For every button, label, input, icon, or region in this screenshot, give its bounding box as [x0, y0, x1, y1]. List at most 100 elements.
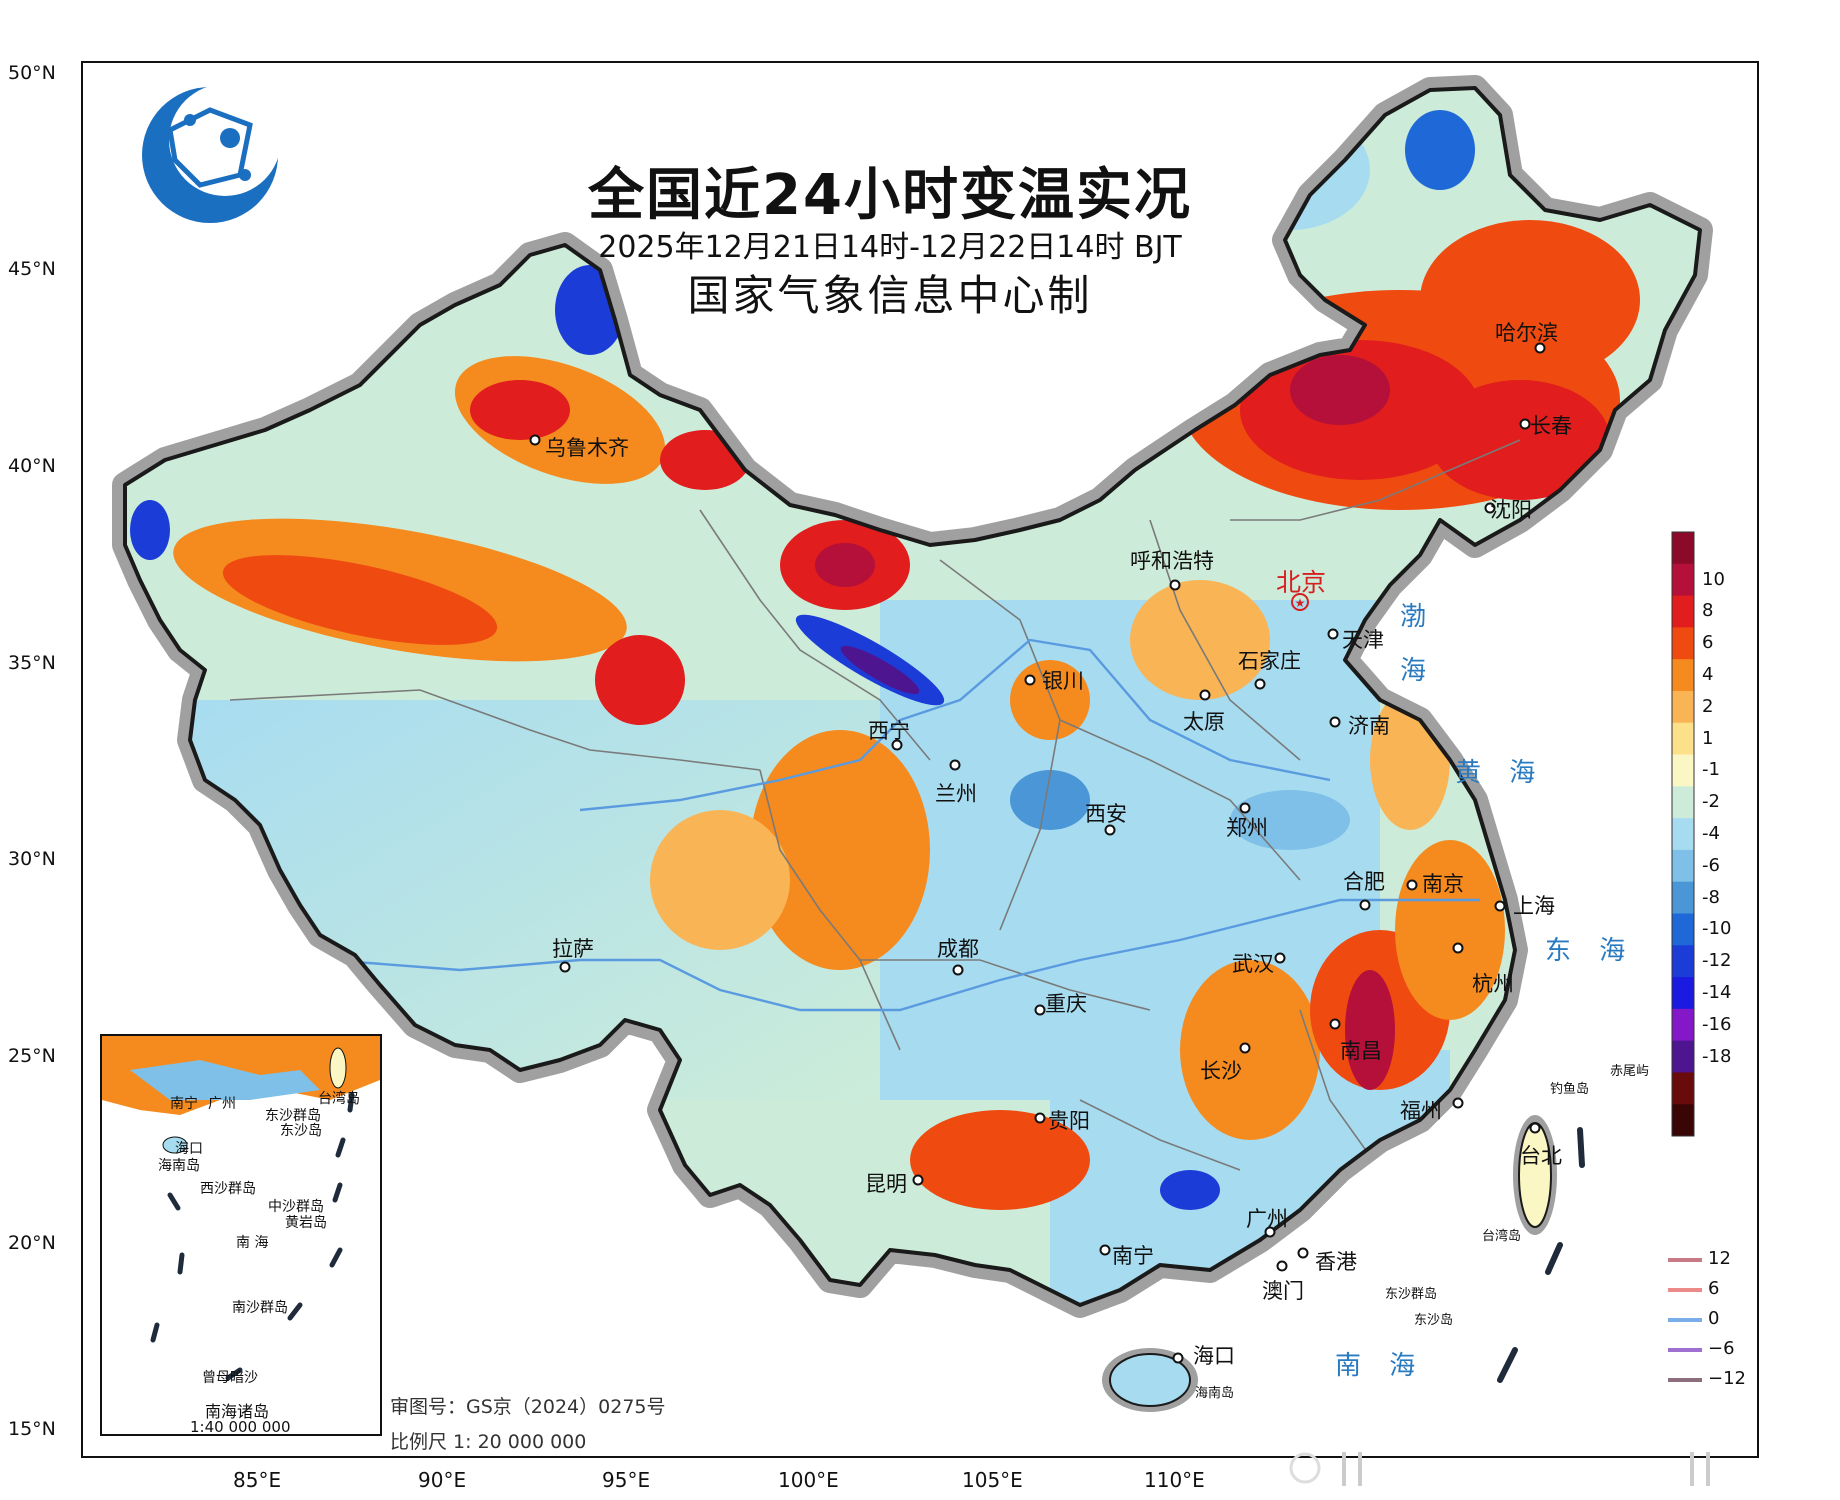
city-dot — [1327, 628, 1339, 640]
city-dot — [1406, 879, 1418, 891]
city-label-wuhan: 武汉 — [1232, 952, 1274, 976]
city-label-nanning: 南宁 — [1112, 1244, 1154, 1268]
inset-coast — [102, 1036, 380, 1154]
lat-label: 50°N — [8, 62, 56, 84]
city-label-changsha: 长沙 — [1200, 1059, 1242, 1083]
city-dot — [1034, 1004, 1046, 1016]
colorbar-bin — [1672, 786, 1694, 819]
inset-label: 东沙群岛 — [265, 1108, 321, 1124]
city-dot — [1274, 952, 1286, 964]
inset-title: 南海诸岛 — [205, 1402, 270, 1421]
island-label-diaoyu: 钓鱼岛 — [1550, 1082, 1590, 1097]
city-dot — [1264, 1226, 1276, 1238]
city-label-yinchuan: 银川 — [1042, 669, 1084, 693]
contour-legend-label: −12 — [1708, 1368, 1746, 1389]
city-dot — [1239, 802, 1251, 814]
colorbar-tick-label: 1 — [1702, 727, 1714, 749]
city-label-changchun: 长春 — [1530, 414, 1572, 438]
colorbar-tick-label: 6 — [1702, 632, 1714, 654]
city-markers — [529, 342, 1546, 1364]
colorbar-bin — [1672, 1008, 1694, 1042]
colorbar-bin — [1672, 913, 1694, 946]
inset-label: 黄岩岛 — [285, 1215, 327, 1231]
lon-label: 110°E — [1144, 1468, 1205, 1492]
city-label-taiyuan: 太原 — [1183, 710, 1225, 734]
city-dot — [1254, 678, 1266, 690]
city-label-chongqing: 重庆 — [1045, 992, 1087, 1016]
city-dot — [1534, 342, 1546, 354]
province-boundaries — [229, 439, 1521, 1171]
inset-label: 台湾岛 — [318, 1091, 360, 1107]
city-dot — [1169, 579, 1181, 591]
city-label-xian: 西安 — [1085, 802, 1127, 826]
hainan-shape — [1109, 1353, 1191, 1407]
city-dot — [1329, 716, 1341, 728]
city-label-urumqi: 乌鲁木齐 — [545, 436, 629, 460]
map-producer: 国家气象信息中心制 — [687, 271, 1093, 320]
city-dot — [1484, 502, 1496, 514]
inset-label: 曾母暗沙 — [202, 1370, 258, 1386]
colorbar-bin — [1672, 818, 1694, 851]
watermark-icon — [1289, 1452, 1710, 1486]
colorbar-bin — [1672, 977, 1694, 1010]
lat-label: 40°N — [8, 455, 56, 477]
city-label-fuzhou: 福州 — [1400, 1099, 1442, 1123]
city-dot — [559, 961, 571, 973]
contour-legend-label: 12 — [1708, 1248, 1731, 1269]
colorbar-bin — [1672, 532, 1694, 565]
colorbar-bin — [1672, 722, 1694, 756]
colorbar-tick-label: 4 — [1702, 664, 1714, 686]
city-dot — [949, 759, 961, 771]
colorbar-tick-label: -10 — [1702, 918, 1732, 940]
city-dot — [1104, 824, 1116, 836]
city-label-xining: 西宁 — [868, 719, 910, 743]
colorbar-bin — [1672, 945, 1694, 978]
sea-label-bohai: 渤 — [1400, 602, 1437, 632]
colorbar-bin — [1672, 659, 1694, 692]
inset-label: 中沙群岛 — [268, 1199, 324, 1215]
lon-label: 105°E — [962, 1468, 1023, 1492]
colorbar-tick-label: 8 — [1702, 600, 1714, 622]
sea-label-bohai: 海 — [1400, 656, 1437, 686]
inset-label: 海南岛 — [158, 1158, 200, 1174]
city-dot — [1034, 1112, 1046, 1124]
map-title: 全国近24小时变温实况 — [588, 163, 1192, 228]
island-label-hainan: 海南岛 — [1195, 1386, 1235, 1401]
city-label-shanghai: 上海 — [1513, 894, 1555, 918]
city-dot — [952, 964, 964, 976]
lon-label: 95°E — [602, 1468, 651, 1492]
map-frame — [81, 61, 1759, 1458]
colorbar-tick-label: -4 — [1702, 823, 1720, 844]
island-label-dongshadao: 东沙岛 — [1414, 1313, 1454, 1328]
city-dot — [1494, 900, 1506, 912]
city-dot — [891, 739, 903, 751]
city-dot — [1452, 1097, 1464, 1109]
city-label-hefei: 合肥 — [1343, 870, 1385, 894]
colorbar-border — [1671, 531, 1695, 1137]
city-label-nanjing: 南京 — [1422, 872, 1464, 896]
rivers — [329, 638, 1480, 1012]
colorbar-bin — [1672, 563, 1694, 597]
colorbar-bin — [1672, 627, 1694, 660]
contour-legend — [1668, 1258, 1702, 1382]
city-dot — [1099, 1244, 1111, 1256]
lon-label: 100°E — [778, 1468, 839, 1492]
city-dot — [912, 1174, 924, 1186]
city-label-chengdu: 成都 — [937, 937, 979, 961]
sea-label-nanhai: 南 海 — [1335, 1351, 1426, 1381]
city-label-aomen: 澳门 — [1262, 1279, 1304, 1303]
city-label-guangzhou: 广州 — [1246, 1207, 1288, 1231]
colorbar — [1671, 531, 1695, 1137]
colorbar-bin — [1672, 881, 1694, 914]
city-label-haikou: 海口 — [1193, 1344, 1235, 1368]
colorbar-tick-label: -12 — [1702, 950, 1732, 972]
boundary-dashes — [1497, 1127, 1585, 1383]
map-approval-number: 审图号：GS京（2024）0275号 — [390, 1396, 666, 1418]
city-label-xianggang: 香港 — [1315, 1250, 1357, 1274]
city-label-nanchang: 南昌 — [1340, 1039, 1382, 1063]
contour-legend-label: −6 — [1708, 1338, 1735, 1359]
inset-label: 南沙群岛 — [232, 1300, 288, 1316]
colorbar-tick-label: -18 — [1702, 1045, 1732, 1067]
colorbar-tick-label: -6 — [1702, 854, 1720, 876]
city-dot — [1359, 899, 1371, 911]
